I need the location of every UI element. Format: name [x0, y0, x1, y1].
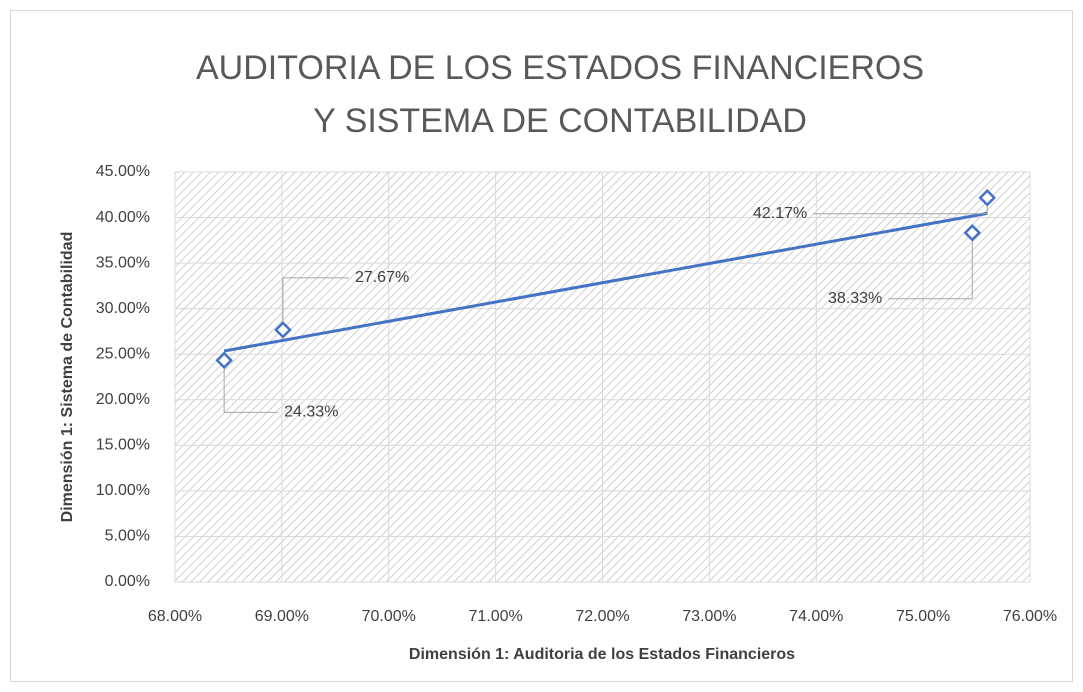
- y-tick-label: 10.00%: [96, 482, 150, 499]
- chart-title: AUDITORIA DE LOS ESTADOS FINANCIEROS Y S…: [196, 49, 924, 140]
- x-tick-label: 71.00%: [468, 608, 522, 625]
- y-tick-label: 35.00%: [96, 254, 150, 271]
- x-tick-label: 73.00%: [682, 608, 736, 625]
- y-tick-label: 30.00%: [96, 300, 150, 317]
- x-tick-label: 70.00%: [362, 608, 416, 625]
- data-label: 24.33%: [284, 404, 338, 421]
- data-label: 38.33%: [828, 290, 882, 307]
- leader-line: [813, 204, 988, 215]
- y-tick-label: 40.00%: [96, 209, 150, 226]
- marker: [963, 224, 982, 242]
- x-tick-label: 74.00%: [789, 608, 843, 625]
- y-tick-label: 15.00%: [96, 437, 150, 454]
- x-tick-label: 76.00%: [1003, 608, 1057, 625]
- marker: [215, 351, 233, 370]
- y-tick-label: 20.00%: [96, 391, 150, 408]
- y-axis-title: Dimensión 1: Sistema de Contabilidad: [59, 232, 76, 523]
- x-tick-label: 72.00%: [575, 608, 629, 625]
- leader-line: [282, 277, 349, 323]
- data-label: 27.67%: [355, 269, 409, 286]
- y-tick-label: 0.00%: [105, 573, 150, 590]
- x-tick-label: 75.00%: [896, 608, 950, 625]
- leader-line: [223, 367, 279, 413]
- x-tick-label: 69.00%: [255, 608, 309, 625]
- y-tick-label: 25.00%: [96, 345, 150, 362]
- leader-line: [888, 239, 973, 300]
- data-label: 42.17%: [753, 205, 807, 222]
- marker: [978, 189, 997, 207]
- x-axis-title: Dimensión 1: Auditoria de los Estados Fi…: [409, 646, 795, 663]
- trendline: [223, 211, 988, 353]
- x-tick-label: 68.00%: [148, 608, 202, 625]
- y-tick-label: 5.00%: [105, 528, 150, 545]
- marker: [274, 321, 292, 339]
- y-tick-label: 45.00%: [96, 163, 150, 180]
